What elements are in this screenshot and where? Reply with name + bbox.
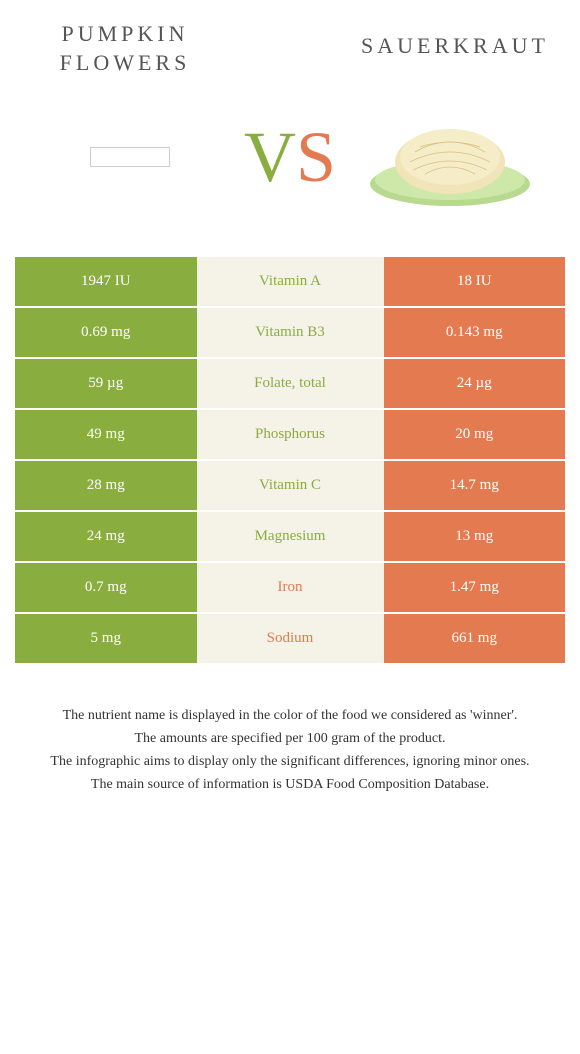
value-left: 0.69 mg <box>15 307 197 358</box>
table-row: 59 µgFolate, total24 µg <box>15 358 565 409</box>
food-title-right: Sauerkraut <box>345 32 565 61</box>
value-right: 18 IU <box>384 257 566 307</box>
value-left: 24 mg <box>15 511 197 562</box>
table-row: 1947 IUVitamin A18 IU <box>15 257 565 307</box>
nutrient-name: Phosphorus <box>197 409 384 460</box>
value-left: 28 mg <box>15 460 197 511</box>
food-image-right <box>365 97 535 217</box>
vs-s: S <box>296 116 336 199</box>
value-left: 1947 IU <box>15 257 197 307</box>
footer-line: The main source of information is USDA F… <box>25 774 555 795</box>
nutrient-table: 1947 IUVitamin A18 IU0.69 mgVitamin B30.… <box>15 257 565 665</box>
vs-label: VS <box>244 116 336 199</box>
footer-text: The nutrient name is displayed in the co… <box>15 705 565 795</box>
value-right: 661 mg <box>384 613 566 664</box>
nutrient-name: Vitamin A <box>197 257 384 307</box>
footer-line: The infographic aims to display only the… <box>25 751 555 772</box>
table-row: 0.7 mgIron1.47 mg <box>15 562 565 613</box>
value-right: 13 mg <box>384 511 566 562</box>
table-row: 5 mgSodium661 mg <box>15 613 565 664</box>
nutrient-name: Vitamin C <box>197 460 384 511</box>
footer-line: The amounts are specified per 100 gram o… <box>25 728 555 749</box>
nutrient-name: Iron <box>197 562 384 613</box>
sauerkraut-icon <box>365 102 535 212</box>
value-left: 49 mg <box>15 409 197 460</box>
header: Pumpkin Flowers Sauerkraut <box>15 20 565 77</box>
value-right: 24 µg <box>384 358 566 409</box>
value-right: 14.7 mg <box>384 460 566 511</box>
value-left: 5 mg <box>15 613 197 664</box>
table-row: 24 mgMagnesium13 mg <box>15 511 565 562</box>
table-row: 49 mgPhosphorus20 mg <box>15 409 565 460</box>
value-left: 59 µg <box>15 358 197 409</box>
footer-line: The nutrient name is displayed in the co… <box>25 705 555 726</box>
value-left: 0.7 mg <box>15 562 197 613</box>
nutrient-name: Sodium <box>197 613 384 664</box>
nutrient-name: Folate, total <box>197 358 384 409</box>
food-image-left <box>45 97 215 217</box>
image-placeholder <box>90 147 170 167</box>
nutrient-name: Magnesium <box>197 511 384 562</box>
value-right: 0.143 mg <box>384 307 566 358</box>
value-right: 1.47 mg <box>384 562 566 613</box>
food-title-left: Pumpkin Flowers <box>15 20 235 77</box>
vs-v: V <box>244 116 296 199</box>
table-row: 0.69 mgVitamin B30.143 mg <box>15 307 565 358</box>
value-right: 20 mg <box>384 409 566 460</box>
image-row: VS <box>15 97 565 217</box>
table-row: 28 mgVitamin C14.7 mg <box>15 460 565 511</box>
nutrient-name: Vitamin B3 <box>197 307 384 358</box>
